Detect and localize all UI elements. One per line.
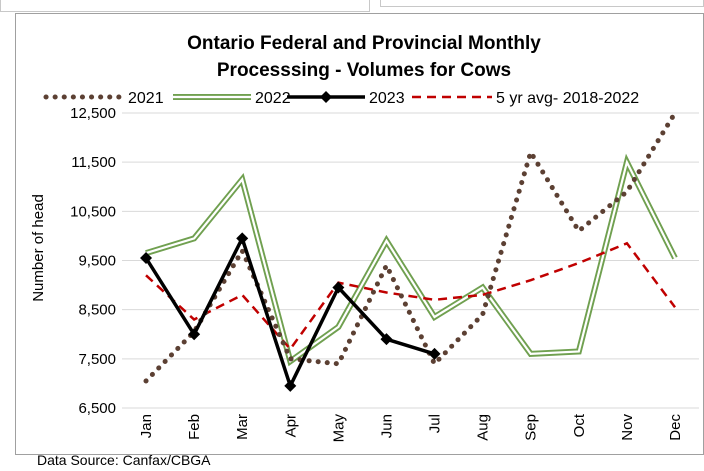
x-tick-label: Apr: [282, 414, 299, 437]
x-tick-label: Mar: [234, 414, 251, 440]
y-axis-label: Number of head: [30, 194, 47, 302]
y-tick-label: 11,500: [71, 154, 116, 171]
data-point-marker: [140, 252, 153, 265]
y-tick-label: 8,500: [78, 302, 116, 319]
series-lines: [140, 110, 678, 392]
series-2023: [140, 232, 441, 392]
chart-frame: [15, 13, 704, 455]
y-tick-label: 6,500: [78, 400, 116, 417]
x-tick-label: Jan: [138, 414, 155, 438]
data-point-marker: [188, 328, 201, 341]
legend-marker: [320, 91, 332, 103]
legend-label: 5 yr avg- 2018-2022: [496, 90, 639, 107]
series-5-yr-avg-2018-2022: [145, 241, 676, 351]
x-tick-label: Dec: [667, 414, 684, 441]
top-edge-decoration: [0, 0, 704, 14]
legend-swatch-2023: [287, 91, 365, 103]
series-line: [143, 110, 678, 384]
y-tick-label: 7,500: [78, 351, 116, 368]
chart-title-line-1: Ontario Federal and Provincial Monthly: [187, 33, 541, 54]
legend-label: 2023: [369, 90, 405, 107]
x-tick-label: Oct: [571, 413, 588, 437]
series-line-outer: [145, 153, 678, 367]
x-tick-label: Aug: [475, 414, 492, 441]
x-tick-label: May: [330, 414, 347, 443]
x-tick-label: Jun: [378, 414, 395, 438]
series-2021: [143, 110, 678, 384]
data-source-note: Data Source: Canfax/CBGA: [37, 452, 211, 468]
x-axis-tick-labels: Jan Feb Mar Apr May Jun Jul Aug Sep Oct Nov Dec: [138, 413, 684, 442]
legend-label: 2022: [255, 90, 291, 107]
legend: 2021 2022 2023 5 yr avg- 2018-2022: [43, 90, 639, 107]
data-point-marker: [428, 347, 441, 360]
data-point-marker: [284, 379, 297, 392]
series-line-inner: [145, 159, 676, 364]
series-line: [145, 241, 676, 351]
data-point-marker: [380, 333, 393, 346]
y-tick-label: 9,500: [78, 253, 116, 270]
legend-label: 2021: [128, 90, 164, 107]
y-tick-label: 10,500: [70, 203, 116, 220]
chart-title-line-2: Processsing - Volumes for Cows: [217, 60, 511, 81]
x-tick-label: Nov: [619, 414, 636, 441]
x-tick-label: Jul: [427, 414, 444, 433]
y-tick-label: 12,500: [70, 105, 116, 122]
top-edge-box-left: [0, 0, 370, 12]
data-point-marker: [236, 232, 249, 245]
series-2022: [145, 153, 678, 367]
x-tick-label: Feb: [186, 414, 203, 440]
data-point-marker: [332, 281, 345, 294]
x-tick-label: Sep: [523, 414, 540, 441]
gridlines: [122, 112, 699, 409]
y-axis-tick-labels: 6,500 7,500 8,500 9,500 10,500 11,500 12,500: [70, 105, 116, 417]
